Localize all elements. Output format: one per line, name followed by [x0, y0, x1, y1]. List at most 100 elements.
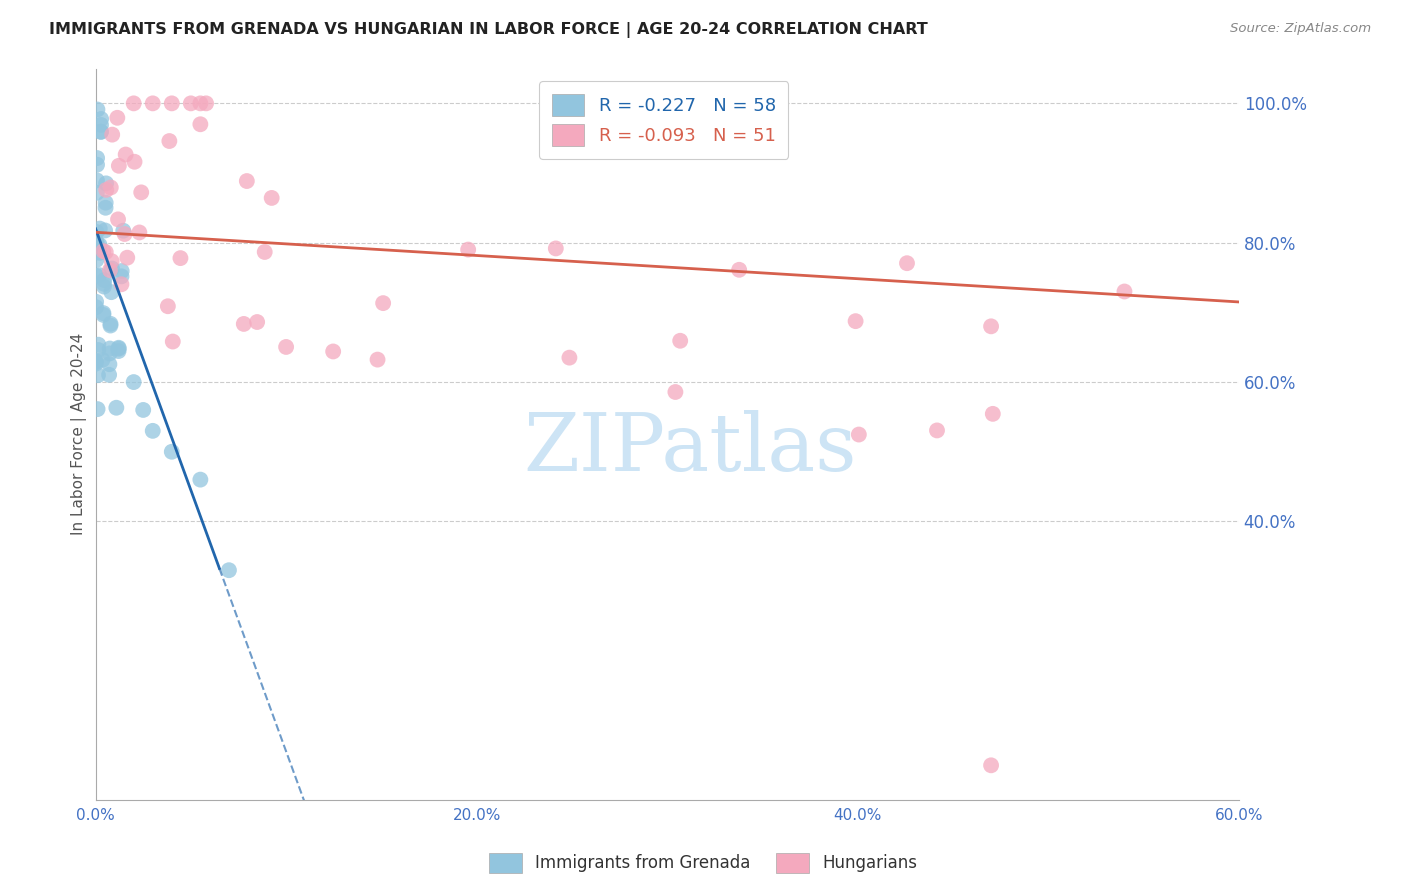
Point	[157, 134, 180, 148]
Point	[90, 125, 112, 139]
Point	[190, 117, 212, 131]
Point	[90, 112, 112, 126]
Point	[848, 427, 870, 442]
Point	[669, 334, 692, 348]
Point	[274, 340, 297, 354]
Point	[218, 563, 240, 577]
Y-axis label: In Labor Force | Age 20-24: In Labor Force | Age 20-24	[72, 334, 87, 535]
Point	[160, 444, 183, 458]
Point	[110, 277, 132, 292]
Point	[160, 96, 183, 111]
Legend: R = -0.227   N = 58, R = -0.093   N = 51: R = -0.227 N = 58, R = -0.093 N = 51	[538, 81, 789, 159]
Text: ZIPatlas: ZIPatlas	[523, 410, 856, 488]
Point	[558, 351, 581, 365]
Point	[87, 368, 110, 383]
Point	[100, 318, 122, 333]
Point	[98, 342, 121, 356]
Point	[107, 344, 129, 359]
Point	[112, 224, 135, 238]
Point	[84, 357, 107, 371]
Point	[925, 424, 948, 438]
Point	[89, 221, 111, 235]
Point	[84, 294, 107, 309]
Point	[1114, 285, 1136, 299]
Point	[236, 174, 259, 188]
Point	[86, 225, 108, 239]
Point	[100, 285, 122, 300]
Point	[114, 147, 136, 161]
Text: IMMIGRANTS FROM GRENADA VS HUNGARIAN IN LABOR FORCE | AGE 20-24 CORRELATION CHAR: IMMIGRANTS FROM GRENADA VS HUNGARIAN IN …	[49, 22, 928, 38]
Point	[322, 344, 344, 359]
Point	[114, 227, 136, 241]
Point	[93, 277, 115, 291]
Point	[367, 352, 389, 367]
Point	[84, 268, 107, 283]
Point	[896, 256, 918, 270]
Point	[100, 254, 122, 268]
Point	[728, 262, 751, 277]
Point	[84, 300, 107, 314]
Point	[190, 96, 212, 111]
Point	[86, 186, 108, 200]
Point	[86, 402, 108, 417]
Point	[93, 308, 115, 322]
Point	[373, 296, 395, 310]
Point	[142, 96, 165, 111]
Point	[107, 341, 129, 355]
Point	[980, 758, 1002, 772]
Point	[129, 186, 152, 200]
Point	[87, 343, 110, 357]
Point	[93, 306, 115, 320]
Point	[980, 319, 1002, 334]
Point	[260, 191, 283, 205]
Point	[98, 368, 121, 382]
Point	[156, 299, 179, 313]
Point	[110, 269, 132, 284]
Point	[98, 357, 121, 371]
Point	[124, 154, 146, 169]
Point	[84, 355, 107, 369]
Point	[94, 195, 117, 210]
Point	[86, 235, 108, 250]
Point	[253, 244, 276, 259]
Point	[86, 151, 108, 165]
Point	[98, 263, 121, 277]
Point	[981, 407, 1004, 421]
Point	[96, 183, 118, 197]
Point	[105, 111, 128, 125]
Point	[90, 125, 112, 139]
Point	[86, 252, 108, 267]
Point	[94, 223, 117, 237]
Point	[94, 201, 117, 215]
Point	[107, 212, 129, 227]
Point	[87, 337, 110, 351]
Point	[100, 180, 122, 194]
Legend: Immigrants from Grenada, Hungarians: Immigrants from Grenada, Hungarians	[482, 847, 924, 880]
Point	[100, 317, 122, 331]
Point	[544, 241, 567, 255]
Point	[89, 238, 111, 252]
Point	[232, 317, 254, 331]
Point	[122, 375, 145, 389]
Point	[94, 245, 117, 260]
Point	[89, 268, 111, 282]
Point	[246, 315, 269, 329]
Point	[84, 353, 107, 368]
Point	[90, 118, 112, 132]
Point	[89, 245, 111, 260]
Point	[117, 251, 139, 265]
Point	[86, 158, 108, 172]
Point	[190, 473, 212, 487]
Point	[86, 235, 108, 250]
Point	[93, 279, 115, 293]
Text: Source: ZipAtlas.com: Source: ZipAtlas.com	[1230, 22, 1371, 36]
Point	[91, 352, 114, 367]
Point	[105, 401, 128, 415]
Point	[93, 273, 115, 287]
Point	[162, 334, 184, 349]
Point	[457, 243, 479, 257]
Point	[93, 244, 115, 259]
Point	[128, 226, 150, 240]
Point	[108, 159, 131, 173]
Point	[111, 264, 134, 278]
